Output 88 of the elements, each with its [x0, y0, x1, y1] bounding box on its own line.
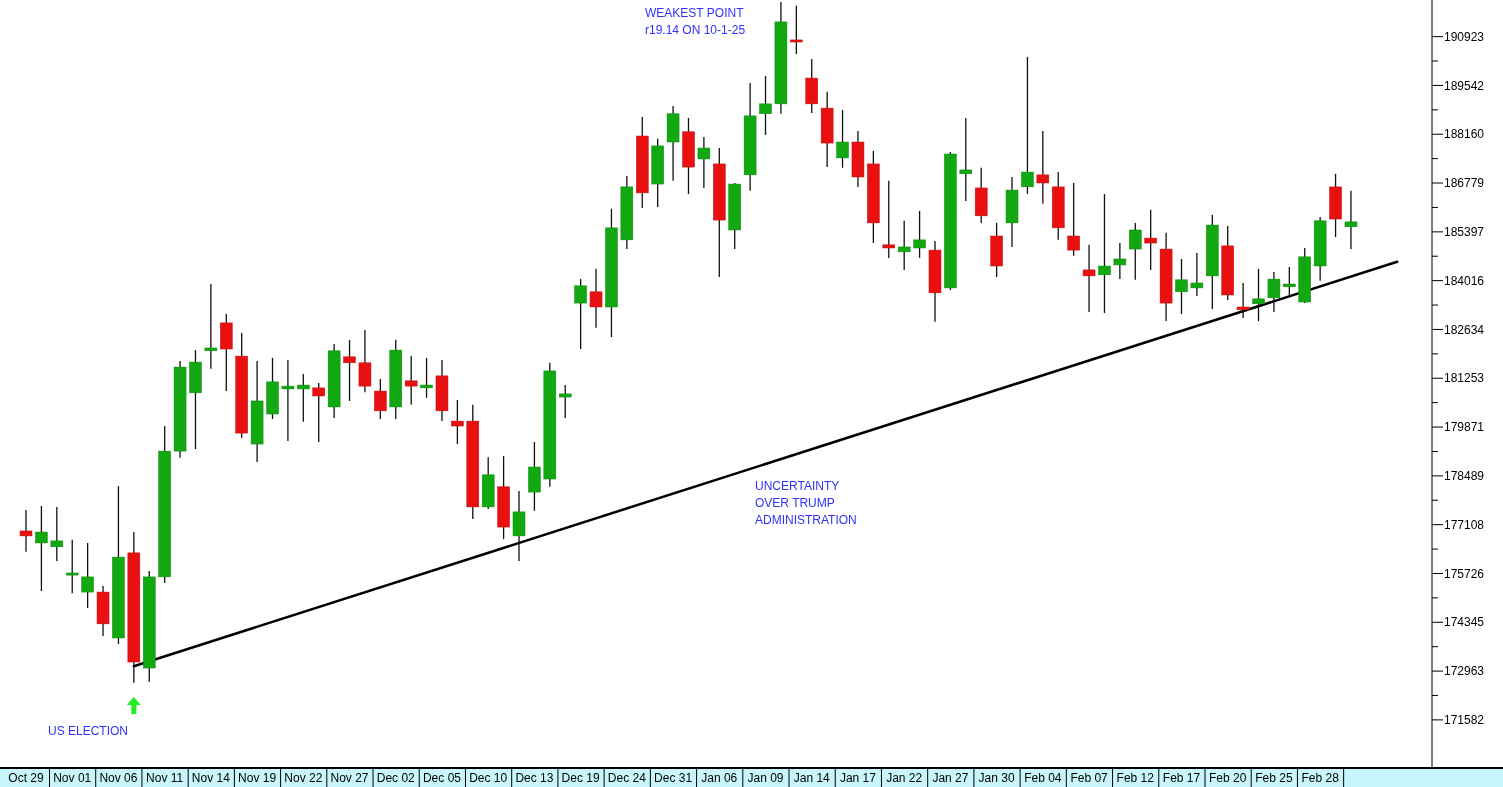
candlestick	[35, 505, 48, 592]
x-tick-label: Feb 20	[1209, 771, 1247, 785]
y-tick-label: 172963	[1443, 664, 1485, 679]
x-tick-label: Dec 19	[561, 771, 600, 785]
candlestick	[1344, 190, 1358, 250]
candlestick	[65, 539, 79, 594]
candlestick	[1190, 252, 1204, 297]
candlestick	[1236, 282, 1250, 319]
candlestick	[759, 75, 772, 136]
candlestick	[404, 355, 418, 406]
x-tick-label: Dec 31	[654, 771, 693, 785]
candlestick	[1082, 244, 1096, 313]
y-tick-label: 184016	[1443, 273, 1485, 288]
candlestick	[204, 283, 218, 370]
candlestick	[558, 384, 572, 419]
x-tick-label: Feb 04	[1024, 771, 1062, 785]
candlestick	[1129, 222, 1142, 281]
x-tick-label: Jan 27	[932, 771, 969, 785]
candlestick	[374, 378, 387, 420]
candlestick	[574, 278, 587, 350]
candlestick	[959, 117, 973, 202]
x-tick-label: Jan 14	[793, 771, 831, 785]
y-tick-label: 177108	[1443, 517, 1485, 532]
y-tick-label: 179871	[1443, 420, 1485, 435]
candlestick	[589, 268, 603, 329]
candlestick	[312, 382, 325, 443]
x-tick-label: Dec 13	[515, 771, 554, 785]
annotation: US ELECTION	[48, 724, 129, 738]
x-tick-label: Oct 29	[8, 771, 44, 785]
x-tick-label: Feb 25	[1255, 771, 1293, 785]
candlestick	[1283, 266, 1296, 297]
candlestick	[1252, 268, 1265, 322]
candlestick	[358, 329, 372, 393]
candlestick	[882, 180, 896, 259]
candlestick	[1067, 182, 1080, 257]
x-tick-label: Nov 27	[330, 771, 369, 785]
x-tick-label: Nov 11	[146, 771, 184, 785]
candlestick	[420, 357, 433, 399]
candlestick	[281, 359, 295, 442]
x-tick-label: Nov 06	[99, 771, 138, 785]
y-tick-label: 189542	[1443, 78, 1485, 93]
candlestick	[19, 509, 33, 553]
y-tick-label: 181253	[1443, 371, 1485, 386]
x-tick-label: Nov 19	[238, 771, 277, 785]
candlestick	[1113, 242, 1127, 280]
y-tick-label: 185397	[1443, 225, 1485, 240]
candlestick	[913, 210, 926, 259]
y-tick-label: 186779	[1443, 176, 1485, 191]
candlestick	[81, 542, 94, 609]
x-tick-label: Jan 09	[747, 771, 784, 785]
x-tick-label: Jan 17	[839, 771, 877, 785]
candlestick	[1144, 209, 1157, 271]
annotation: UNCERTAINTY OVER TRUMP ADMINISTRATION	[755, 479, 857, 527]
candlestick	[1175, 258, 1188, 315]
candlestick	[1021, 56, 1034, 195]
x-tick-label: Dec 02	[376, 771, 416, 785]
candlestick	[297, 373, 310, 423]
x-tick-label: Feb 17	[1162, 771, 1201, 785]
candlestick	[697, 136, 711, 189]
x-tick-label: Nov 14	[191, 771, 231, 785]
y-tick-label: 174345	[1443, 615, 1485, 630]
x-tick-label: Jan 30	[978, 771, 1015, 785]
x-tick-label: Jan 22	[886, 771, 923, 785]
y-tick-label: 175726	[1443, 566, 1485, 581]
y-tick-label: 188160	[1443, 127, 1485, 142]
candlestick	[451, 399, 464, 445]
y-tick-label: 178489	[1443, 469, 1485, 484]
y-tick-label: 190923	[1443, 29, 1485, 44]
candlestick	[897, 220, 911, 271]
candlestick	[343, 339, 356, 402]
candlestick	[790, 5, 803, 55]
candlestick	[1267, 271, 1281, 313]
candlestick	[50, 506, 64, 562]
x-tick-label: Jan 06	[701, 771, 738, 785]
x-tick-label: Dec 10	[469, 771, 508, 785]
x-tick-label: Nov 22	[284, 771, 323, 785]
x-tick-label: Feb 07	[1070, 771, 1109, 785]
x-tick-label: Dec 05	[422, 771, 462, 785]
x-tick-label: Nov 01	[53, 771, 92, 785]
candlestick	[1098, 193, 1111, 314]
x-tick-label: Feb 28	[1301, 771, 1340, 785]
candlestick	[836, 109, 849, 169]
x-tick-label: Feb 12	[1116, 771, 1155, 785]
y-tick-label: 182634	[1443, 322, 1485, 337]
y-tick-label: 171582	[1443, 713, 1485, 728]
x-tick-label: Dec 24	[607, 771, 647, 785]
annotation: WEAKEST POINT r19.14 ON 10-1-25	[645, 6, 746, 37]
candlestick	[1036, 130, 1050, 205]
